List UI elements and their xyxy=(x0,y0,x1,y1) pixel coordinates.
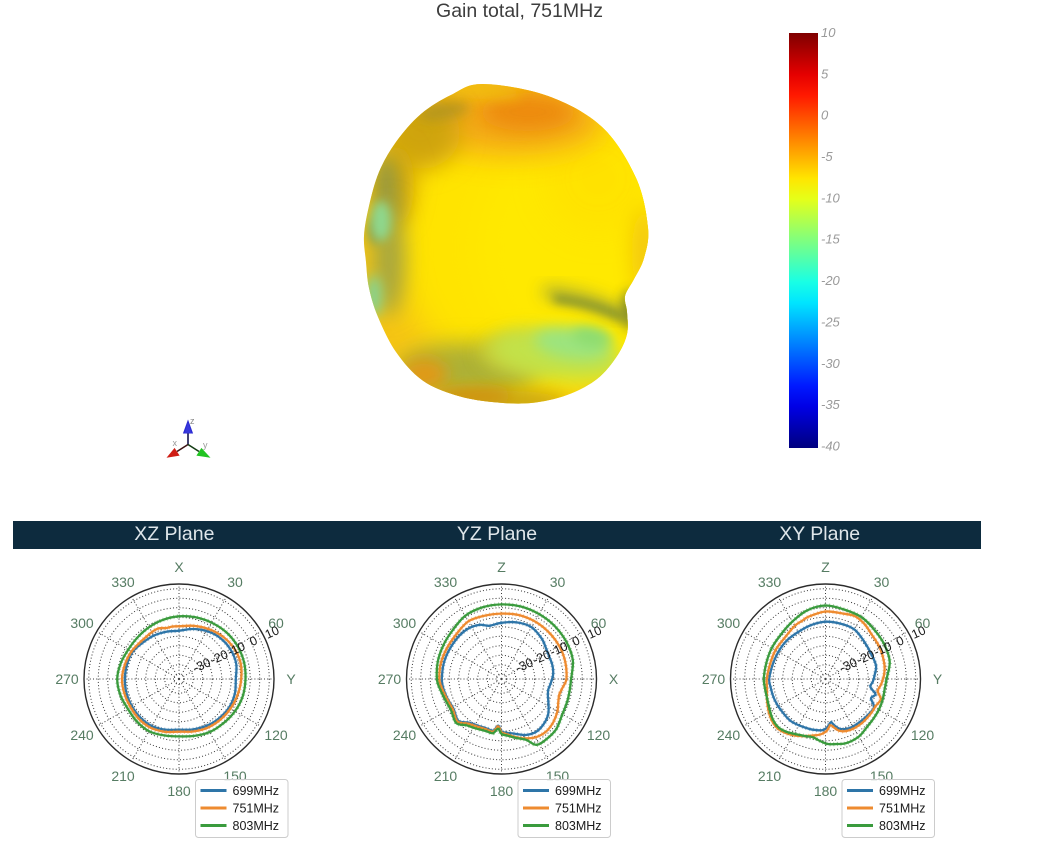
svg-text:-30: -30 xyxy=(821,356,841,371)
svg-text:Y: Y xyxy=(933,671,943,687)
svg-text:699MHz: 699MHz xyxy=(555,784,602,798)
svg-text:210: 210 xyxy=(758,768,782,784)
svg-text:-10: -10 xyxy=(872,639,894,659)
svg-text:-10: -10 xyxy=(821,190,841,205)
svg-text:803MHz: 803MHz xyxy=(233,819,280,833)
svg-text:751MHz: 751MHz xyxy=(879,802,926,816)
svg-text:5: 5 xyxy=(821,66,829,81)
svg-text:699MHz: 699MHz xyxy=(879,784,926,798)
svg-text:Z: Z xyxy=(497,559,506,575)
svg-text:0: 0 xyxy=(247,633,259,649)
svg-text:10: 10 xyxy=(909,623,927,641)
svg-text:210: 210 xyxy=(111,768,135,784)
svg-text:180: 180 xyxy=(167,783,191,799)
svg-text:-20: -20 xyxy=(854,647,876,667)
svg-text:10: 10 xyxy=(585,623,603,641)
svg-text:10: 10 xyxy=(263,623,281,641)
svg-text:240: 240 xyxy=(393,727,417,743)
svg-text:180: 180 xyxy=(490,783,514,799)
svg-text:-40: -40 xyxy=(821,439,841,454)
svg-text:-20: -20 xyxy=(208,647,230,667)
svg-text:X: X xyxy=(174,559,184,575)
svg-text:803MHz: 803MHz xyxy=(879,819,926,833)
svg-text:120: 120 xyxy=(587,727,611,743)
svg-text:0: 0 xyxy=(570,633,582,649)
svg-text:699MHz: 699MHz xyxy=(233,784,280,798)
svg-text:330: 330 xyxy=(758,574,782,590)
svg-text:30: 30 xyxy=(550,574,566,590)
svg-text:z: z xyxy=(190,416,195,426)
svg-text:240: 240 xyxy=(717,727,741,743)
svg-text:-20: -20 xyxy=(530,647,552,667)
svg-text:y: y xyxy=(203,440,208,450)
svg-text:-5: -5 xyxy=(821,149,833,164)
svg-text:-25: -25 xyxy=(821,314,841,329)
svg-text:210: 210 xyxy=(434,768,458,784)
svg-text:270: 270 xyxy=(378,671,402,687)
svg-text:X: X xyxy=(609,671,619,687)
svg-text:-30: -30 xyxy=(513,655,535,675)
svg-text:300: 300 xyxy=(70,615,94,631)
svg-text:60: 60 xyxy=(591,615,607,631)
svg-text:Z: Z xyxy=(821,559,830,575)
svg-text:30: 30 xyxy=(227,574,243,590)
svg-text:751MHz: 751MHz xyxy=(233,802,280,816)
svg-text:-20: -20 xyxy=(821,273,841,288)
svg-text:300: 300 xyxy=(717,615,741,631)
svg-text:60: 60 xyxy=(268,615,284,631)
svg-text:0: 0 xyxy=(894,633,906,649)
svg-text:-10: -10 xyxy=(548,639,570,659)
svg-text:Y: Y xyxy=(286,671,296,687)
svg-text:30: 30 xyxy=(874,574,890,590)
svg-text:803MHz: 803MHz xyxy=(555,819,602,833)
svg-text:240: 240 xyxy=(70,727,94,743)
svg-text:120: 120 xyxy=(264,727,288,743)
svg-text:10: 10 xyxy=(821,25,836,40)
svg-text:0: 0 xyxy=(821,108,829,123)
svg-text:60: 60 xyxy=(915,615,931,631)
svg-text:-30: -30 xyxy=(191,655,213,675)
svg-text:751MHz: 751MHz xyxy=(555,802,602,816)
svg-text:180: 180 xyxy=(814,783,838,799)
svg-text:120: 120 xyxy=(911,727,935,743)
svg-text:330: 330 xyxy=(111,574,135,590)
svg-text:270: 270 xyxy=(55,671,79,687)
svg-text:-30: -30 xyxy=(837,655,859,675)
svg-text:300: 300 xyxy=(393,615,417,631)
svg-text:-10: -10 xyxy=(225,639,247,659)
svg-text:-35: -35 xyxy=(821,397,841,412)
svg-text:330: 330 xyxy=(434,574,458,590)
svg-text:x: x xyxy=(173,438,178,448)
svg-text:-15: -15 xyxy=(821,232,841,247)
svg-text:270: 270 xyxy=(702,671,726,687)
